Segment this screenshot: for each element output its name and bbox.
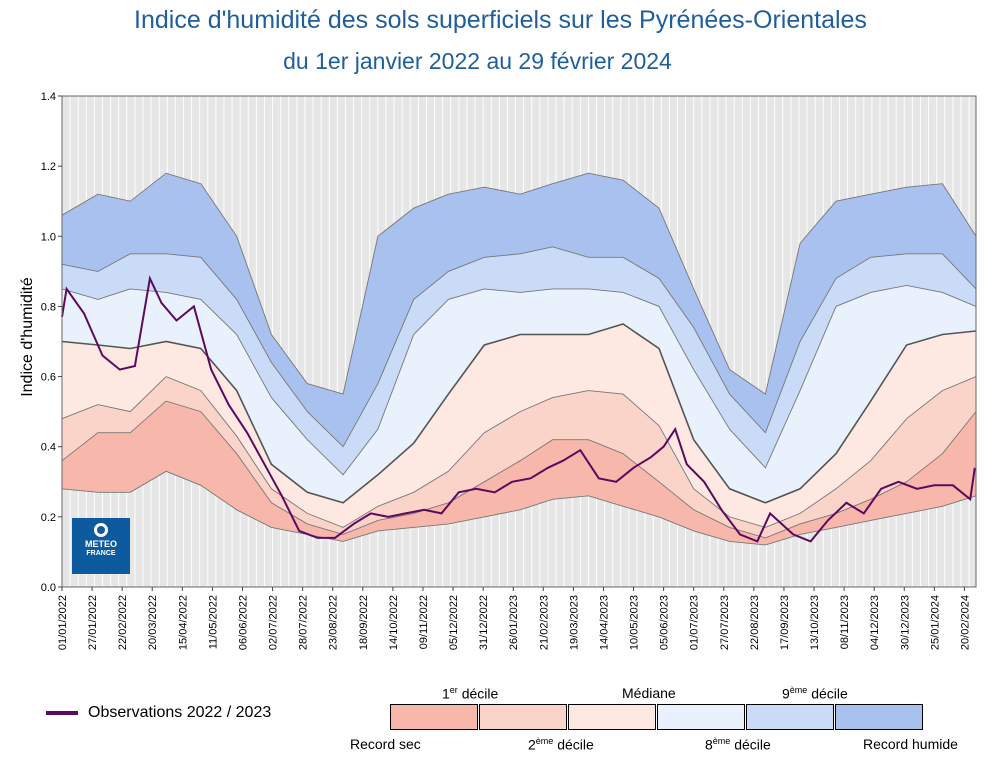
x-tick-label: 09/11/2022 [418, 595, 430, 649]
x-tick-label: 20/02/2024 [959, 595, 971, 650]
x-tick-label: 13/10/2023 [809, 595, 821, 650]
y-tick-label: 0.6 [41, 372, 56, 384]
x-tick-label: 27/01/2022 [87, 595, 99, 650]
x-tick-label: 08/11/2023 [839, 595, 851, 649]
legend-label-decile1: 1er décile [442, 685, 499, 702]
x-tick-label: 17/09/2023 [779, 595, 791, 650]
x-tick-label: 02/07/2022 [268, 595, 280, 650]
x-tick-label: 01/07/2023 [689, 595, 701, 650]
legend-label-decile8: 8ème décile [705, 736, 771, 753]
y-tick-label: 0.4 [41, 442, 56, 454]
x-tick-label: 25/01/2024 [929, 595, 941, 650]
x-tick-label: 19/03/2023 [568, 595, 580, 650]
line-1er-d-cile [61, 400, 977, 539]
x-tick-label: 14/10/2022 [388, 595, 400, 650]
x-tick-label: 10/05/2023 [629, 595, 641, 650]
x-tick-label: 31/12/2022 [478, 595, 490, 650]
x-tick-label: 20/03/2022 [147, 595, 159, 650]
meteo-france-logo: METEO FRANCE [72, 518, 130, 574]
legend-label-record-humide: Record humide [863, 736, 958, 752]
line-2-me-d-cile [61, 376, 977, 528]
line-record-sec [61, 470, 977, 546]
y-tick-label: 1.4 [41, 91, 56, 103]
x-tick-label: 30/12/2023 [899, 595, 911, 650]
x-tick-label: 21/02/2023 [538, 595, 550, 650]
x-tick-label: 15/04/2022 [177, 595, 189, 650]
chart-title: Indice d'humidité des sols superficiels … [134, 6, 867, 34]
legend-observations-label: Observations 2022 / 2023 [88, 704, 272, 721]
legend-swatch-decile9 [746, 704, 834, 730]
chart-plot: 0.0 0.2 0.4 0.6 0.8 1.0 1.2 1.4 01/01/2022 27/01… [41, 91, 977, 650]
band-decile8 [62, 285, 976, 503]
line-record-humide [61, 172, 977, 395]
band-record-sec [62, 401, 976, 545]
band-record-humide [62, 173, 976, 447]
legend-label-record-sec: Record sec [350, 736, 421, 752]
x-tick-label: 22/02/2022 [117, 595, 129, 650]
x-tick-label: 27/07/2023 [719, 595, 731, 650]
decile-lines [61, 172, 977, 546]
legend-swatch-decile1 [479, 704, 567, 730]
x-tick-label: 05/06/2023 [659, 595, 671, 650]
chart-subtitle: du 1er janvier 2022 au 29 février 2024 [283, 48, 672, 74]
x-tick-label: 14/04/2023 [599, 595, 611, 650]
line-m-diane [61, 323, 977, 504]
logo-line2: FRANCE [86, 550, 116, 557]
legend-observations-swatch [46, 710, 78, 715]
x-tick-label: 22/08/2023 [749, 595, 761, 650]
x-tick-label: 23/08/2022 [328, 595, 340, 650]
plot-frame [61, 95, 977, 588]
band-decile9 [62, 246, 976, 475]
x-tick-label: 18/09/2022 [358, 595, 370, 650]
x-tick-label: 26/01/2023 [508, 595, 520, 650]
y-tick-label: 0.0 [41, 582, 56, 594]
y-tick-label: 1.2 [41, 161, 56, 173]
logo-line1: METEO [84, 539, 117, 549]
x-tick-label: 28/07/2022 [298, 595, 310, 650]
logo-icon [94, 523, 108, 537]
legend-swatch-decile2 [568, 704, 656, 730]
legend-swatch-decile8 [657, 704, 745, 730]
x-tick-label: 06/06/2022 [238, 595, 250, 650]
legend-label-decile9: 9ème décile [782, 685, 848, 702]
line-8-me-d-cile [61, 284, 977, 476]
legend-observations: Observations 2022 / 2023 [46, 704, 271, 722]
legend-swatch-record-sec [390, 704, 478, 730]
observations-line [61, 275, 976, 543]
y-tick-label: 1.0 [41, 231, 56, 243]
y-tick-label: 0.2 [41, 512, 56, 524]
y-axis-ticks: 0.0 0.2 0.4 0.6 0.8 1.0 1.2 1.4 [41, 91, 62, 594]
x-axis-ticks: 01/01/2022 27/01/2022 22/02/2022 20/03/2022… [57, 587, 971, 650]
x-tick-label: 04/12/2023 [869, 595, 881, 650]
band-decile1 [62, 376, 976, 538]
line-9-me-d-cile [61, 246, 977, 448]
legend-swatch-record-humide [835, 704, 923, 730]
observations-series [61, 275, 976, 543]
legend-label-mediane: Médiane [622, 685, 676, 701]
x-tick-label: 01/01/2022 [57, 595, 69, 650]
x-tick-label: 05/12/2022 [448, 595, 460, 650]
y-tick-label: 0.8 [41, 301, 56, 313]
x-tick-label: 11/05/2022 [207, 595, 219, 649]
legend-label-decile2: 2ème décile [528, 736, 594, 753]
